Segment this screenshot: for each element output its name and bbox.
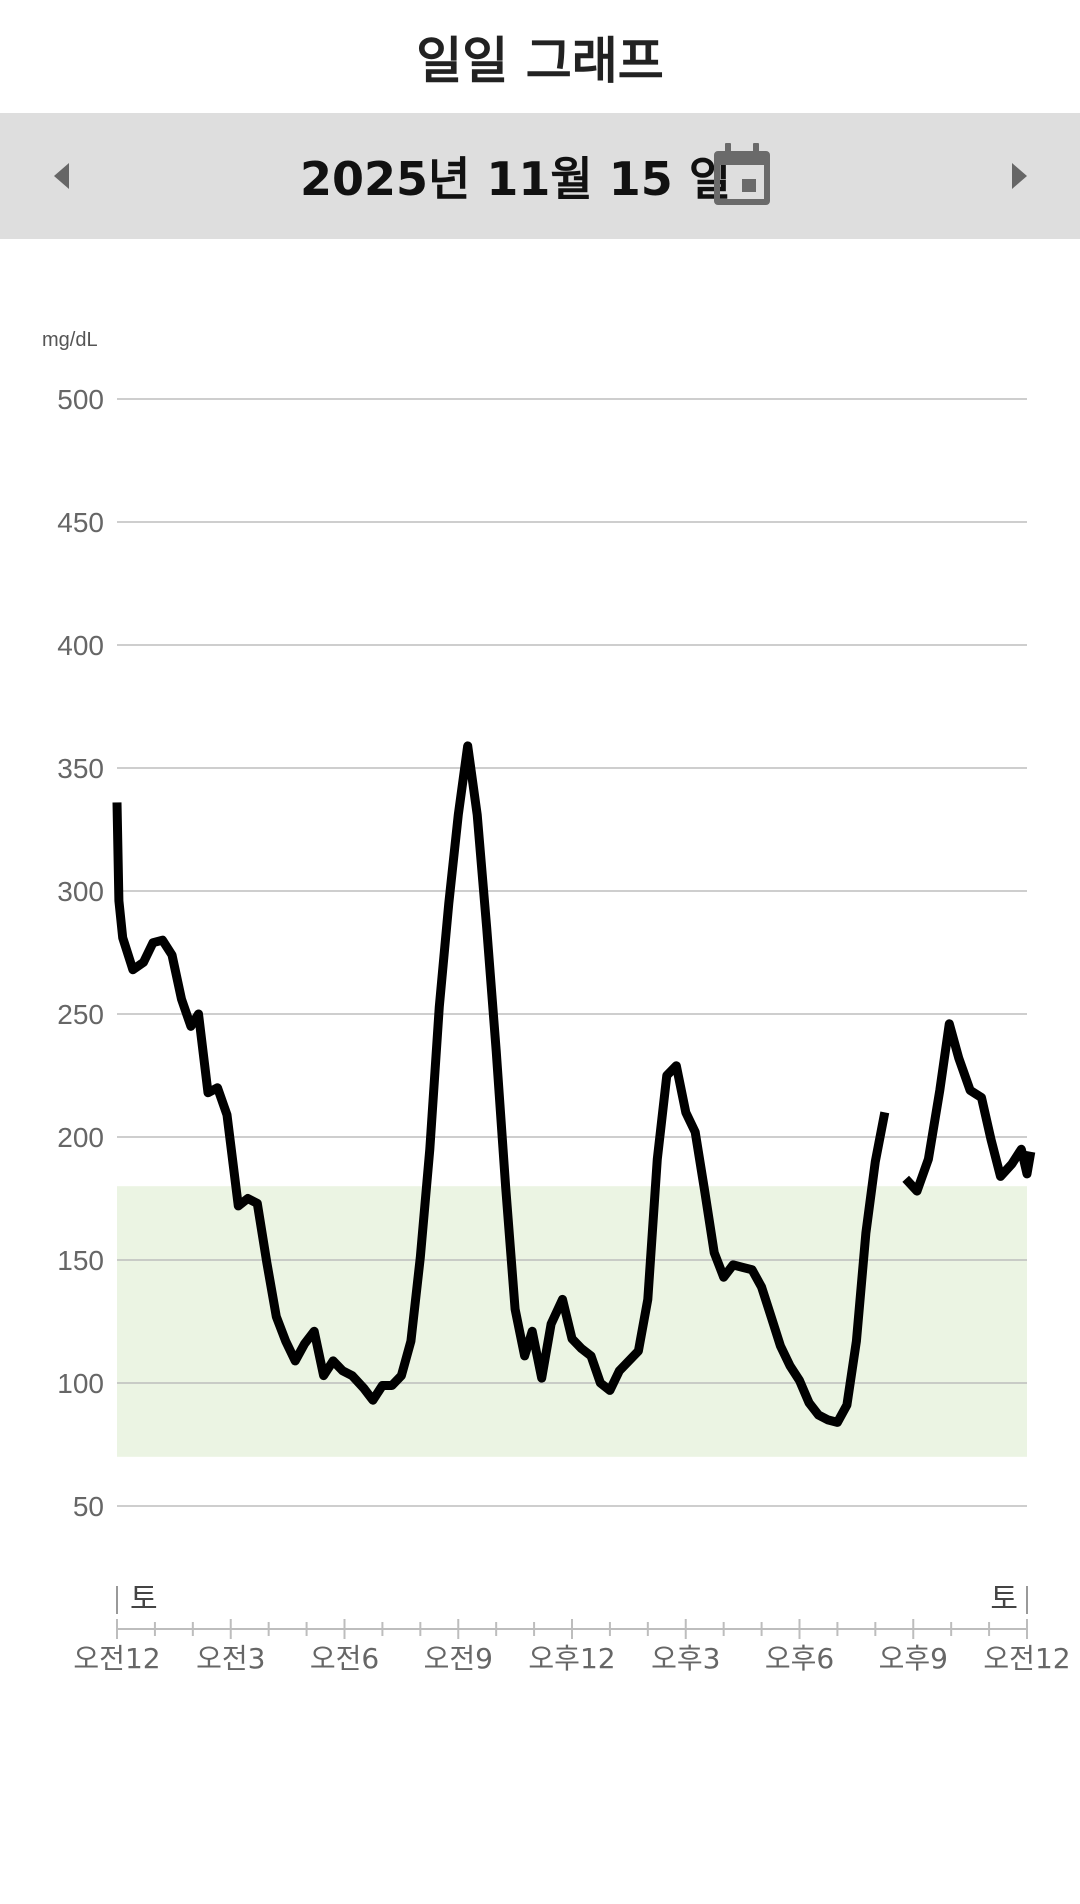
- y-tick-label: 100: [57, 1368, 104, 1399]
- y-tick-label: 350: [57, 753, 104, 784]
- y-tick-label: 300: [57, 876, 104, 907]
- x-tick-label: 오후6: [765, 1642, 834, 1675]
- glucose-line-chart: 500 450 400 350 300 250 200 150 100 50 mg/dL 토 토 오…: [42, 329, 1071, 1675]
- y-tick-label: 450: [57, 507, 104, 538]
- chevron-right-icon: [1011, 163, 1027, 189]
- calendar-button[interactable]: [714, 143, 770, 205]
- glucose-series-line: [112, 741, 890, 1427]
- glucose-series-line: [902, 1019, 1036, 1196]
- next-day-button[interactable]: [974, 113, 1064, 239]
- y-tick-label: 500: [57, 384, 104, 415]
- x-tick-label: 오전3: [196, 1642, 265, 1675]
- x-tick-label: 오전6: [310, 1642, 379, 1675]
- day-label: 토: [130, 1582, 158, 1617]
- date-label: 2025년 11월 15 일: [300, 152, 732, 206]
- y-tick-label: 400: [57, 630, 104, 661]
- x-tick-label: 오전9: [424, 1642, 493, 1675]
- x-tick-label: 오전12: [73, 1642, 160, 1675]
- y-tick-label: 200: [57, 1122, 104, 1153]
- y-tick-label: 150: [57, 1245, 104, 1276]
- y-axis-unit-label: mg/dL: [42, 329, 98, 351]
- chevron-left-icon: [53, 163, 69, 189]
- calendar-icon: [714, 143, 770, 205]
- x-tick-label: 오후12: [528, 1642, 615, 1675]
- y-tick-label: 50: [73, 1491, 104, 1522]
- x-tick-label: 오후3: [651, 1642, 720, 1675]
- date-navigation-bar: 2025년 11월 15 일: [0, 113, 1080, 239]
- day-label: 토: [990, 1582, 1018, 1617]
- previous-day-button[interactable]: [16, 113, 106, 239]
- x-tick-label: 오전12: [983, 1642, 1070, 1675]
- y-tick-label: 250: [57, 999, 104, 1030]
- x-tick-label: 오후9: [879, 1642, 948, 1675]
- page-title: 일일 그래프: [416, 31, 664, 90]
